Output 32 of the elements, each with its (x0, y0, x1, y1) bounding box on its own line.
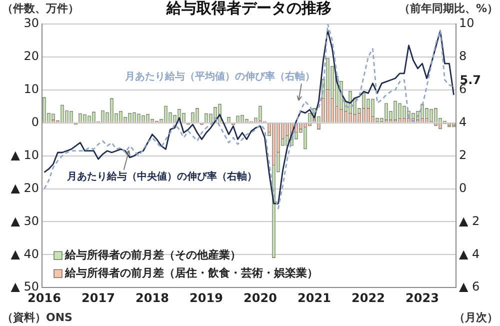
y-tick-label: ▲ 10 (10, 148, 39, 162)
y-tick-label: 30 (24, 16, 39, 30)
text: （資料）ONS (2, 310, 73, 324)
y2-tick-label: 8 (459, 49, 467, 64)
x-tick-label: 2022 (352, 290, 385, 305)
y-tick-label: 10 (24, 82, 39, 96)
chart-title: 給与取得者データの推移 (166, 0, 332, 17)
y-tick-label: 20 (24, 49, 39, 64)
y2-tick-label: ▲ 4 (459, 246, 480, 261)
x-tick-label: 2020 (244, 290, 277, 305)
y-tick-label: 0 (31, 114, 39, 129)
y2-tick-label: 0 (459, 180, 467, 195)
y-axis-title: （件数、万件） (2, 2, 79, 15)
y2-tick-label: ▲ 6 (459, 280, 480, 294)
x-tick-label: 2019 (190, 290, 223, 305)
y2-tick-label: ▲ 2 (459, 214, 480, 228)
y2-tick-label: 10 (459, 16, 474, 30)
legend-label: 給与所得者の前月差（その他産業） (64, 248, 241, 262)
y2-tick-label: 4 (459, 114, 467, 129)
x-tick-label: 2018 (136, 290, 169, 305)
x-tick-label: 2023 (406, 290, 439, 305)
y-tick-label: ▲ 40 (10, 246, 39, 261)
y2-tick-label: 2 (459, 148, 467, 162)
x-tick-label: 2021 (298, 290, 331, 305)
series-label: 月あたり給与（中央値）の伸び率（右軸） (66, 170, 257, 182)
series-label: 月あたり給与（平均値）の伸び率（右軸） (124, 70, 315, 82)
y-tick-label: ▲ 20 (10, 180, 39, 195)
y-tick-label: ▲ 30 (10, 214, 39, 228)
legend-label: 給与所得者の前月差（居住・飲食・芸術・娯楽業） (64, 266, 318, 280)
x-axis-title: （月次） (454, 310, 498, 324)
y2-axis-title: （前年同期比、%） (398, 2, 498, 15)
x-tick-label: 2017 (82, 290, 115, 305)
